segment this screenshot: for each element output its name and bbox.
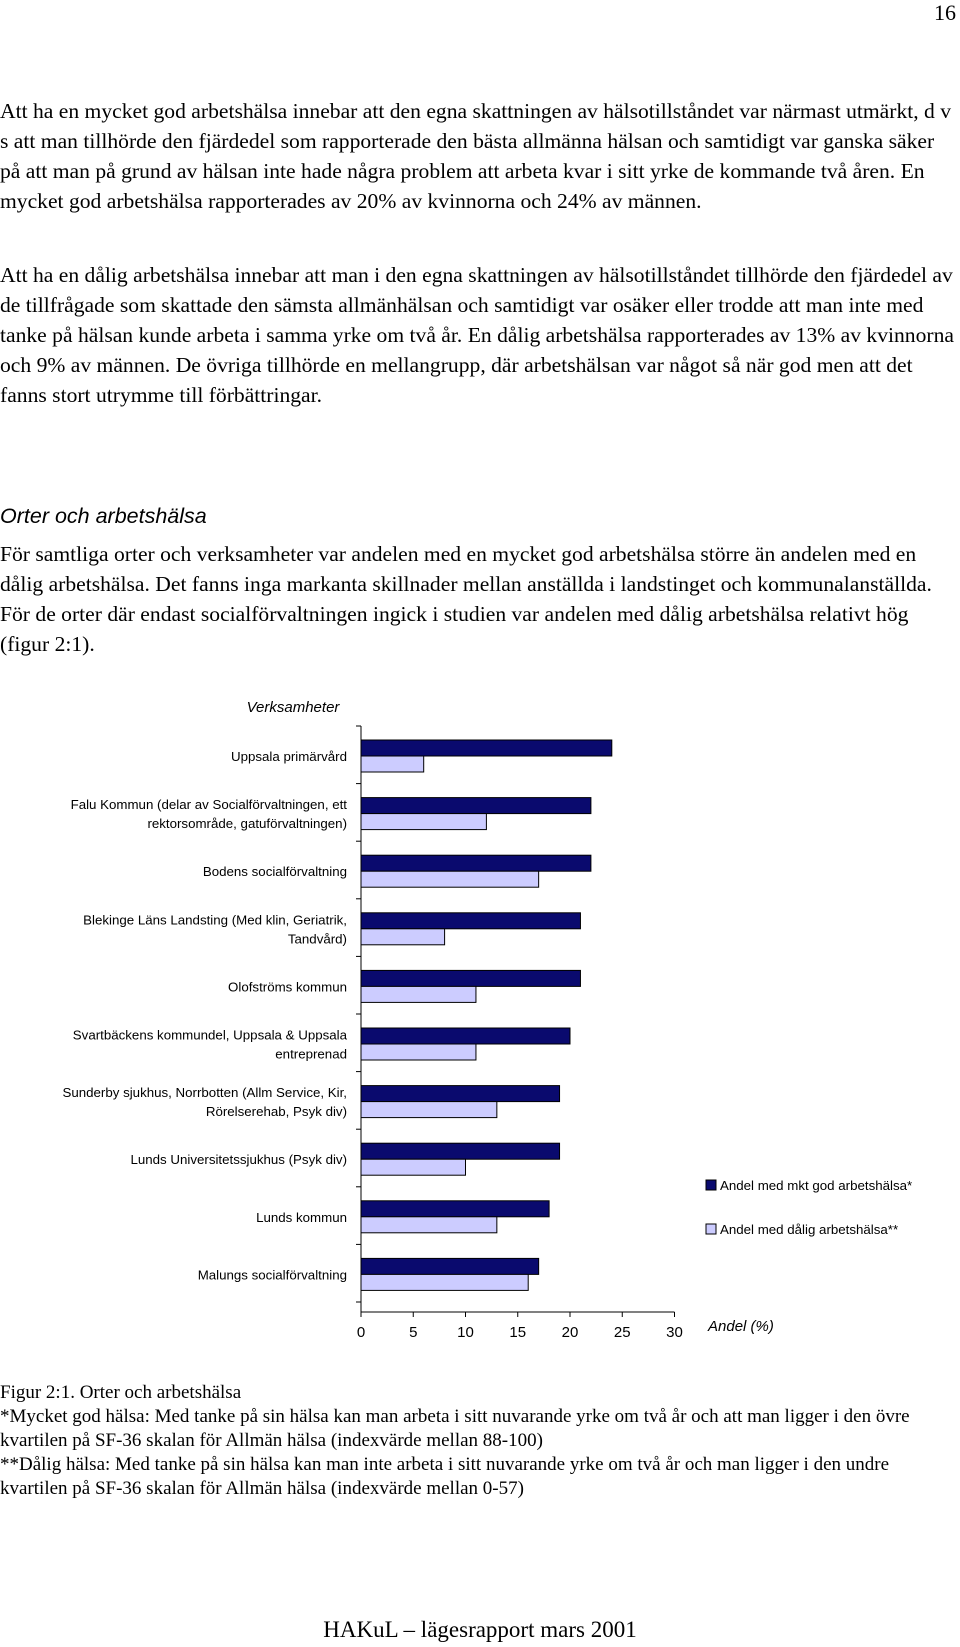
legend-label-1: Andel med dålig arbetshälsa** <box>720 1222 898 1237</box>
category-label-5-1: entreprenad <box>275 1047 347 1062</box>
paragraph-locations: För samtliga orter och verksamheter var … <box>0 542 932 656</box>
bar-poor-health-4 <box>360 985 477 1003</box>
bar-poor-health-5 <box>360 1043 477 1061</box>
x-tick-label-3: 15 <box>509 1324 526 1340</box>
category-label-4-0: Olofströms kommun <box>228 979 347 994</box>
page-number: 16 <box>934 0 956 25</box>
footnote-good-health: *Mycket god hälsa: Med tanke på sin häls… <box>0 1406 910 1451</box>
category-label-9-0: Malungs socialförvaltning <box>198 1267 347 1282</box>
bar-good-health-2 <box>360 854 592 872</box>
x-tick-label-0: 0 <box>357 1324 365 1340</box>
x-tick-label-6: 30 <box>666 1324 683 1340</box>
bar-poor-health-3 <box>360 928 446 946</box>
page-footer: HAKuL – lägesrapport mars 2001 <box>323 1617 637 1642</box>
category-label-0-0: Uppsala primärvård <box>231 749 347 764</box>
legend-swatch-0 <box>705 1179 717 1191</box>
category-label-2-0: Bodens socialförvaltning <box>203 864 347 879</box>
paragraph-poor-health: Att ha en dålig arbetshälsa innebar att … <box>0 263 954 407</box>
x-tick-label-4: 20 <box>562 1324 579 1340</box>
category-label-6-1: Rörelserehab, Psyk div) <box>206 1104 347 1119</box>
bar-good-health-7 <box>360 1142 561 1160</box>
bar-poor-health-6 <box>360 1101 498 1119</box>
x-axis-label: Andel (%) <box>707 1318 774 1335</box>
legend-label-0: Andel med mkt god arbetshälsa* <box>720 1178 912 1193</box>
bar-good-health-9 <box>360 1257 540 1275</box>
section-heading: Orter och arbetshälsa <box>0 504 207 528</box>
bar-poor-health-2 <box>360 870 540 888</box>
category-label-5-0: Svartbäckens kommundel, Uppsala & Uppsal… <box>73 1028 348 1043</box>
bar-good-health-1 <box>360 797 592 815</box>
category-label-3-0: Blekinge Läns Landsting (Med klin, Geria… <box>83 912 347 927</box>
bar-poor-health-9 <box>360 1273 529 1291</box>
legend-swatch-1 <box>705 1223 717 1235</box>
category-label-7-0: Lunds Universitetssjukhus (Psyk div) <box>130 1152 347 1167</box>
bar-poor-health-8 <box>360 1216 498 1234</box>
chart-title: Verksamheter <box>247 699 341 716</box>
figure-caption: Figur 2:1. Orter och arbetshälsa <box>0 1382 242 1403</box>
category-label-8-0: Lunds kommun <box>256 1210 347 1225</box>
bar-poor-health-0 <box>360 755 425 773</box>
category-label-1-1: rektorsområde, gatuförvaltningen) <box>147 816 347 831</box>
x-tick-label-5: 25 <box>614 1324 631 1340</box>
footnote-poor-health: **Dålig hälsa: Med tanke på sin hälsa ka… <box>0 1454 890 1499</box>
paragraph-good-health: Att ha en mycket god arbetshälsa innebar… <box>0 99 952 213</box>
figure-caption-block: Figur 2:1. Orter och arbetshälsa *Mycket… <box>0 1381 960 1501</box>
category-label-3-1: Tandvård) <box>288 931 347 946</box>
x-tick-label-2: 10 <box>457 1324 474 1340</box>
category-label-1-0: Falu Kommun (delar av Socialförvaltninge… <box>71 797 348 812</box>
bar-good-health-4 <box>360 969 581 987</box>
bar-poor-health-7 <box>360 1158 466 1176</box>
x-tick-label-1: 5 <box>409 1324 417 1340</box>
bar-good-health-0 <box>360 739 613 757</box>
category-label-6-0: Sunderby sjukhus, Norrbotten (Allm Servi… <box>62 1085 347 1100</box>
bar-good-health-8 <box>360 1200 550 1218</box>
bar-good-health-6 <box>360 1085 561 1103</box>
bar-good-health-5 <box>360 1027 571 1045</box>
bar-poor-health-1 <box>360 813 487 831</box>
bar-chart: Verksamheter Uppsala primärvård Falu Komm… <box>62 699 912 1340</box>
bar-good-health-3 <box>360 912 581 930</box>
